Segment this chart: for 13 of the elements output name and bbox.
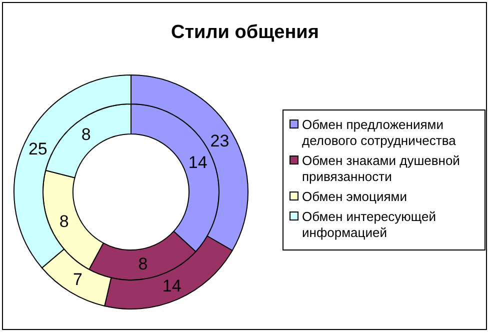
data-label: 7 [73,270,82,290]
data-label: 8 [81,124,91,144]
chart-title: Стили общения [171,22,319,43]
data-label: 25 [28,140,48,159]
data-label: 8 [59,212,69,231]
legend-label: Обмен эмоциями [302,189,407,204]
data-label: 14 [188,153,208,172]
legend-label: Обмен интересующей информацией [302,209,436,240]
legend-label: Обмен знаками душевной привязанности [302,153,460,184]
data-label: 8 [138,254,148,274]
data-label: 23 [210,131,230,150]
data-label: 14 [162,276,182,296]
legend-label: Обмен предложениями делового сотрудничества [302,117,457,148]
